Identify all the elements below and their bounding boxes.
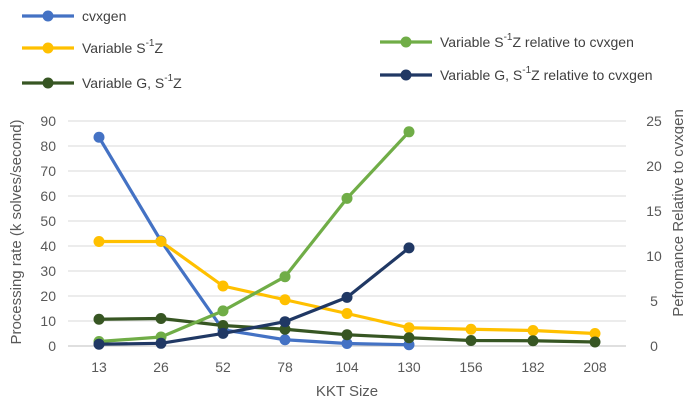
data-point [341,308,353,319]
data-point [279,316,291,328]
x-axis-ticks: 13 26 52 78 104 130 156 182 208 [91,359,607,375]
x-tick-label: 78 [277,359,293,375]
x-tick-label: 156 [459,359,483,375]
legend-marker [42,42,54,54]
x-tick-label: 26 [153,359,169,375]
right-tick-label: 10 [646,248,662,264]
x-tick-label: 208 [583,359,607,375]
data-point [403,242,415,254]
legend-item: Variable G, S-1Z [22,73,182,91]
data-point [341,338,353,349]
left-tick-label: 10 [40,313,56,329]
left-tick-label: 30 [40,263,56,279]
legend-marker [42,10,54,22]
right-tick-label: 25 [646,113,662,129]
series-line [97,246,411,346]
left-tick-label: 90 [40,113,56,129]
x-tick-label: 182 [521,359,545,375]
left-tick-label: 60 [40,188,56,204]
data-point [93,313,105,325]
right-tick-label: 15 [646,203,662,219]
x-axis-title: KKT Size [316,383,378,400]
legend-label: Variable S-1Z [82,38,163,56]
data-point [465,335,477,346]
data-point [403,322,415,334]
legend-item: cvxgen [22,8,126,24]
left-tick-label: 80 [40,138,56,154]
data-point [279,271,291,283]
x-tick-label: 13 [91,359,107,375]
data-point [465,323,477,335]
data-point [341,329,353,341]
data-point [279,334,291,346]
left-axis-ticks: 0 10 20 30 40 50 60 70 80 90 [40,113,56,354]
legend: cvxgen Variable S-1Z Variable G, S-1Z Varia… [22,8,653,91]
data-point [217,320,229,331]
data-point [403,332,415,344]
right-axis-ticks: 0 5 10 15 20 25 [646,113,662,354]
right-tick-label: 0 [650,338,658,354]
legend-label: cvxgen [82,8,126,24]
legend-marker [42,77,54,89]
left-tick-label: 0 [48,338,56,354]
series-group [93,126,601,351]
series-4 [93,242,415,350]
left-tick-label: 20 [40,288,56,304]
legend-marker [400,69,412,81]
data-point [93,236,105,247]
data-point [589,336,601,348]
data-point [217,327,229,339]
data-point [527,325,539,336]
data-point [341,192,353,204]
right-tick-label: 5 [650,293,658,309]
series-line [97,130,411,344]
x-tick-label: 52 [215,359,231,375]
data-point [217,280,229,292]
x-tick-label: 130 [397,359,421,375]
legend-label: Variable G, S-1Z [82,73,182,91]
right-tick-label: 20 [646,158,662,174]
series-line [97,135,411,347]
legend-item: Variable S-1Z [22,38,163,56]
series-1 [93,236,601,339]
data-point [279,294,291,306]
data-point [279,323,291,335]
right-axis-title: Pefromance Relative to cvxgen [670,109,684,317]
data-point [155,337,167,349]
legend-item: Variable S-1Z relative to cvxgen [380,32,634,50]
series-2 [93,313,601,348]
x-tick-label: 104 [335,359,359,375]
data-point [589,328,601,339]
data-point [217,305,229,317]
data-point [341,291,353,303]
series-3 [93,126,415,347]
legend-label: Variable G, S-1Z relative to cvxgen [440,65,653,83]
left-axis-title: Processing rate (k solves/second) [8,119,25,344]
data-point [155,236,167,247]
legend-marker [400,36,412,48]
legend-label: Variable S-1Z relative to cvxgen [440,32,634,50]
left-tick-label: 40 [40,238,56,254]
data-point [155,313,167,324]
left-tick-label: 70 [40,163,56,179]
data-point [93,338,105,350]
left-tick-label: 50 [40,213,56,229]
data-point [527,335,539,347]
data-point [403,126,415,138]
data-point [93,131,105,143]
legend-item: Variable G, S-1Z relative to cvxgen [380,65,653,83]
